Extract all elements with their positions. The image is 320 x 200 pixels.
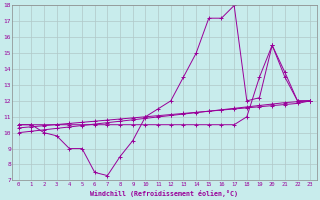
X-axis label: Windchill (Refroidissement éolien,°C): Windchill (Refroidissement éolien,°C) [91, 190, 238, 197]
